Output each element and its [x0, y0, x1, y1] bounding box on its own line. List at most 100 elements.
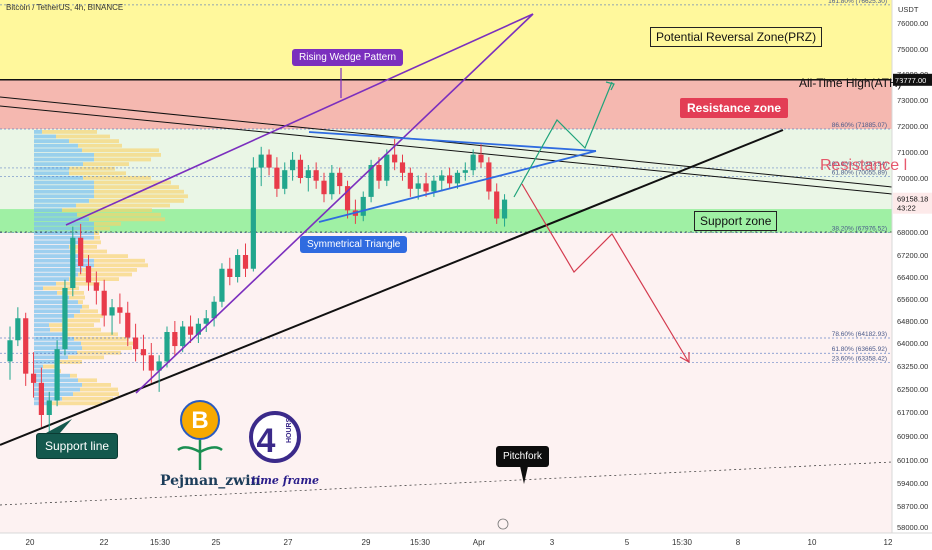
- candle-body: [415, 183, 421, 189]
- volume-profile-bar-sell: [70, 373, 77, 378]
- ath-label: All-Time High(ATH): [799, 76, 902, 90]
- triangle-lower-line: [318, 150, 597, 223]
- date-tick-label: Apr: [473, 538, 486, 547]
- candle-body: [290, 159, 296, 171]
- candle-body: [501, 199, 508, 219]
- volume-profile-bar-sell: [94, 222, 121, 226]
- fib-label: 61.80% (63665.92): [832, 346, 887, 353]
- candle-body: [462, 170, 468, 173]
- volume-profile-bar: [34, 180, 94, 185]
- wedge-lower-line: [135, 13, 534, 394]
- pitchfork-line: [0, 461, 893, 506]
- volume-profile-bar: [34, 309, 80, 314]
- volume-profile-bar-sell: [78, 272, 132, 277]
- candle-body: [478, 154, 484, 163]
- volume-profile-bar-sell: [69, 166, 115, 171]
- volume-profile-bar: [34, 245, 69, 249]
- candle-body: [164, 332, 170, 362]
- candle-body: [235, 255, 241, 277]
- price-tick-label: 63250.00: [897, 362, 928, 371]
- price-tick-label: 65600.00: [897, 295, 928, 304]
- volume-profile-bar-sell: [62, 318, 100, 323]
- volume-profile-bar: [34, 203, 76, 208]
- volume-profile-bar: [34, 396, 62, 401]
- candle-body: [313, 170, 319, 181]
- volume-profile-bar-sell: [50, 327, 101, 332]
- candle-body: [85, 266, 92, 283]
- candle-body: [399, 162, 406, 173]
- volume-profile-bar: [34, 295, 69, 300]
- volume-profile-bar-sell: [70, 249, 107, 254]
- volume-profile-bar-sell: [62, 208, 152, 212]
- price-tick-label: 73000.00: [897, 96, 928, 105]
- bearish-arrowhead: [679, 352, 690, 364]
- volume-profile-bar: [34, 176, 83, 180]
- hours-badge-text: HOURS: [286, 417, 293, 443]
- fib-label: 38.20% (67976.52): [832, 226, 887, 233]
- descending-trendline-a: [0, 96, 893, 188]
- candle-body: [439, 175, 445, 181]
- bullish-arrowhead: [605, 81, 615, 91]
- candle-body: [407, 172, 413, 189]
- candle-body: [203, 318, 209, 324]
- volume-profile-bar: [34, 337, 74, 341]
- candle-body: [219, 268, 225, 302]
- volume-profile-bar: [34, 277, 69, 281]
- candle-body: [242, 255, 249, 269]
- volume-profile-bar-sell: [78, 300, 83, 304]
- fib-label: 100.00% (70387.54): [828, 161, 887, 168]
- candle-body: [101, 290, 107, 316]
- volume-profile-bar-sell: [94, 235, 100, 240]
- volume-profile-bar: [34, 272, 78, 277]
- volume-profile-bar-sell: [82, 268, 137, 272]
- bitcoin-logo-icon: [180, 400, 220, 440]
- price-tick-label: 64000.00: [897, 339, 928, 348]
- date-tick-label: 10: [808, 538, 817, 547]
- date-tick-label: 15:30: [150, 538, 171, 547]
- candle-body: [470, 154, 476, 171]
- price-tick-label: 70000.00: [897, 174, 928, 183]
- price-tick-label: 67200.00: [897, 251, 928, 260]
- candle-body: [93, 282, 99, 291]
- candle-body: [344, 186, 351, 211]
- candle-body: [329, 172, 335, 195]
- volume-profile-bar: [34, 166, 69, 171]
- candle-body: [392, 154, 398, 163]
- date-tick-label: 15:30: [410, 538, 431, 547]
- candle-body: [274, 167, 280, 189]
- descending-trendline-b: [0, 105, 893, 195]
- volume-profile-bar-sell: [83, 254, 128, 258]
- price-tick-label: 62500.00: [897, 385, 928, 394]
- volume-profile-bar-sell: [94, 194, 188, 199]
- volume-profile-bar: [34, 199, 89, 203]
- date-tick-label: 20: [26, 538, 35, 547]
- fib-label: 23.60% (63358.42): [832, 356, 887, 363]
- price-tick-label: 72000.00: [897, 122, 928, 131]
- volume-profile-bar-sell: [82, 148, 159, 153]
- price-tick-label: 58700.00: [897, 502, 928, 511]
- volume-profile-bar: [34, 258, 94, 263]
- candle-body: [15, 318, 21, 341]
- volume-profile-bar: [34, 300, 78, 304]
- date-axis: [0, 533, 932, 550]
- candle-body: [172, 332, 178, 347]
- hours-number: 4: [257, 422, 276, 460]
- bitcoin-logo-glyph: B: [191, 407, 208, 434]
- price-tick-label: 64800.00: [897, 317, 928, 326]
- plant-icon: [177, 440, 223, 470]
- volume-profile-bar-sell: [89, 199, 184, 203]
- countdown-label: 43:22: [897, 204, 916, 213]
- volume-profile-bar-sell: [42, 130, 97, 134]
- volume-profile-bar: [34, 162, 83, 166]
- volume-profile-bar: [34, 249, 70, 254]
- support-zone-label: Support zone: [694, 211, 778, 231]
- candle-body: [46, 400, 52, 415]
- prz-label: Potential Reversal Zone(PRZ): [650, 27, 823, 47]
- volume-profile-bar: [34, 369, 57, 373]
- candle-body: [258, 154, 264, 168]
- price-tick-label: 61700.00: [897, 408, 928, 417]
- current-price-label: 69158.18: [897, 195, 928, 204]
- volume-profile-bar: [34, 346, 82, 350]
